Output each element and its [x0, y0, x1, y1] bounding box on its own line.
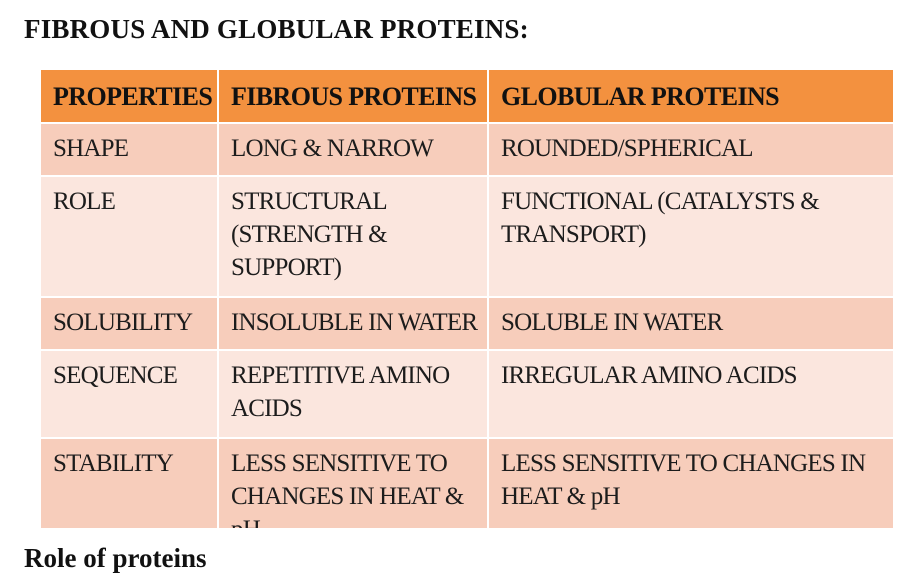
table-row-shape: SHAPE LONG & NARROW ROUNDED/SPHERICAL [39, 122, 893, 177]
row-property: SHAPE [39, 122, 219, 177]
row-fibrous-value: REPETITIVE AMINO ACIDS [217, 349, 489, 439]
table-row-role: ROLE STRUCTURAL (STRENGTH & SUPPORT) FUN… [39, 175, 893, 298]
table-row-sequence: SEQUENCE REPETITIVE AMINO ACIDS IRREGULA… [39, 349, 893, 439]
header-globular-proteins: GLOBULAR PROTEINS [487, 68, 893, 124]
row-globular-value: FUNCTIONAL (CATALYSTS & TRANSPORT) [487, 175, 893, 298]
row-globular-value: IRREGULAR AMINO ACIDS [487, 349, 893, 439]
table-row-stability: STABILITY LESS SENSITIVE TO CHANGES IN H… [39, 437, 893, 528]
row-fibrous-value: LONG & NARROW [217, 122, 489, 177]
row-property: STABILITY [39, 437, 219, 528]
row-property: ROLE [39, 175, 219, 298]
row-globular-value: SOLUBLE IN WATER [487, 296, 893, 351]
row-globular-value: ROUNDED/SPHERICAL [487, 122, 893, 177]
proteins-comparison-table: PROPERTIES FIBROUS PROTEINS GLOBULAR PRO… [39, 68, 893, 528]
row-property: SOLUBILITY [39, 296, 219, 351]
row-globular-value: LESS SENSITIVE TO CHANGES IN HEAT & pH [487, 437, 893, 528]
next-section-heading: Role of proteins [24, 543, 207, 573]
table-row-solubility: SOLUBILITY INSOLUBLE IN WATER SOLUBLE IN… [39, 296, 893, 351]
row-fibrous-value: LESS SENSITIVE TO CHANGES IN HEAT & pH [217, 437, 489, 528]
table-header-row: PROPERTIES FIBROUS PROTEINS GLOBULAR PRO… [39, 68, 893, 124]
header-fibrous-proteins: FIBROUS PROTEINS [217, 68, 489, 124]
row-fibrous-value: STRUCTURAL (STRENGTH & SUPPORT) [217, 175, 489, 298]
page-heading: FIBROUS AND GLOBULAR PROTEINS: [24, 14, 529, 44]
row-fibrous-value: INSOLUBLE IN WATER [217, 296, 489, 351]
header-properties: PROPERTIES [39, 68, 219, 124]
row-property: SEQUENCE [39, 349, 219, 439]
